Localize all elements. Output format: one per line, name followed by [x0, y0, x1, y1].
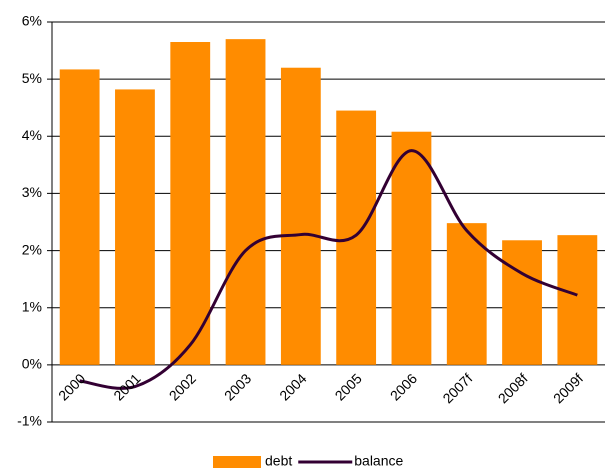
bar — [391, 131, 432, 365]
x-tick-label: 2000 — [55, 370, 88, 403]
bar — [446, 223, 487, 365]
bar — [280, 67, 321, 365]
bar — [59, 69, 100, 365]
x-tick-label: 2006 — [387, 370, 420, 403]
x-tick-label: 2005 — [332, 370, 365, 403]
x-tick-label: 2007f — [439, 370, 475, 406]
x-tick-label: 2008f — [495, 370, 531, 406]
x-tick-label: 2009f — [550, 370, 586, 406]
x-tick-label: 2004 — [276, 370, 309, 403]
y-tick-label: 6% — [22, 13, 42, 29]
y-tick-label: -1% — [17, 413, 42, 429]
y-tick-label: 3% — [22, 184, 42, 200]
y-tick-label: 0% — [22, 356, 42, 372]
bar — [502, 240, 542, 365]
x-tick-label: 2003 — [221, 370, 254, 403]
legend-label: debt — [265, 453, 292, 469]
y-tick-label: 2% — [22, 241, 42, 257]
line — [79, 149, 578, 390]
y-tick-label: 4% — [22, 127, 42, 143]
bar — [170, 42, 211, 365]
x-tick-label: 2002 — [166, 370, 199, 403]
y-tick-label: 5% — [22, 70, 42, 86]
legend-label: balance — [354, 453, 403, 469]
bar — [557, 235, 598, 365]
bar — [336, 110, 377, 365]
y-tick-label: 1% — [22, 298, 42, 314]
x-tick-label: 2001 — [110, 370, 143, 403]
bar — [115, 89, 155, 365]
legend-swatch — [213, 456, 261, 468]
bar — [225, 39, 266, 365]
